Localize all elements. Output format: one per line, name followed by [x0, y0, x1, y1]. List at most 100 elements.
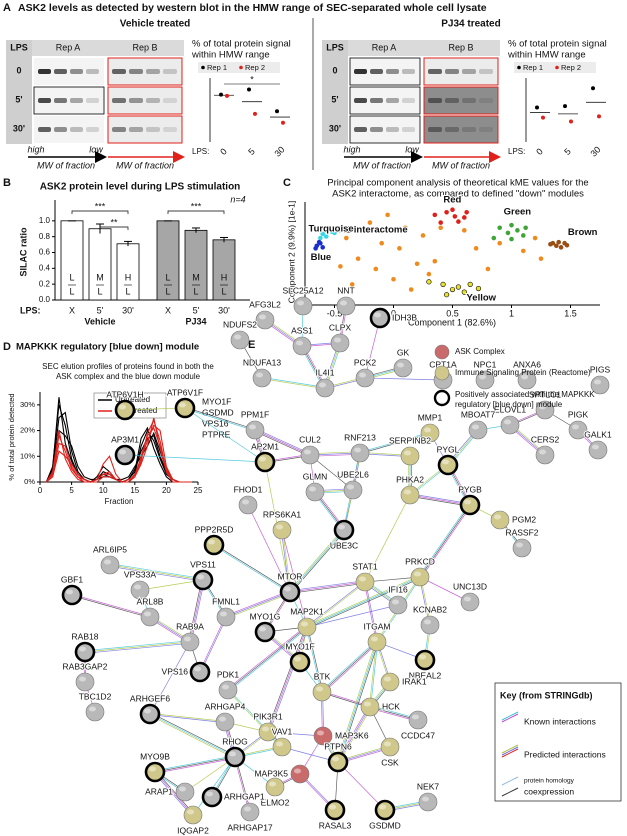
- node-shine: [572, 424, 579, 430]
- x-tick-label: 0: [534, 146, 545, 157]
- significance: ***: [191, 201, 202, 211]
- node: [289, 651, 311, 673]
- node: [189, 661, 211, 683]
- x-axis-label: LPS:: [192, 147, 209, 156]
- node-shine: [301, 621, 308, 627]
- point: [509, 236, 514, 242]
- panel-letter: C: [283, 177, 291, 189]
- x-tick-label: 30: [588, 144, 602, 158]
- band: [370, 127, 383, 132]
- point: [440, 281, 446, 288]
- node-shine: [119, 449, 126, 455]
- node-label: SLC25A12: [282, 285, 323, 295]
- significance: ***: [95, 201, 106, 211]
- point: [564, 242, 570, 248]
- node-shine: [371, 636, 378, 642]
- x-tick-label: 5: [562, 146, 573, 157]
- node: [414, 649, 436, 671]
- node-shine: [594, 379, 601, 385]
- edge: [307, 577, 421, 629]
- edge: [307, 626, 323, 692]
- edge: [360, 433, 431, 454]
- node: [265, 777, 285, 797]
- node-label: IL4I1: [316, 367, 335, 377]
- node-shine: [354, 447, 361, 453]
- edge: [254, 430, 310, 457]
- point: [473, 246, 479, 251]
- node-shine: [397, 362, 404, 368]
- x-tick-label: 5': [193, 305, 200, 315]
- band: [86, 127, 99, 132]
- node-shine: [89, 706, 96, 712]
- node: [180, 632, 200, 652]
- x-tick-label: X: [165, 305, 171, 315]
- x-tick-label: 20: [162, 486, 171, 495]
- edge: [228, 689, 269, 732]
- node-label: ELMO2: [261, 797, 290, 807]
- node: [380, 737, 400, 757]
- node-label: ARHGAP4: [205, 701, 246, 711]
- ratio-label: L: [221, 286, 226, 296]
- edge: [225, 591, 291, 618]
- band: [70, 98, 83, 103]
- node-label: AP3M1: [111, 434, 139, 444]
- band: [112, 127, 126, 132]
- node-shine: [494, 514, 501, 520]
- ratio-label: M: [96, 272, 104, 282]
- point: [253, 111, 257, 116]
- timepoint-label: 0: [332, 65, 337, 75]
- protein-label: PTPRE: [202, 429, 231, 439]
- y-axis-label: SILAC ratio: [18, 227, 28, 277]
- node-label: RPS6KA1: [263, 509, 302, 519]
- y-tick-label: 0.8: [39, 232, 51, 241]
- band: [354, 69, 367, 74]
- node: [437, 454, 459, 476]
- chart-title: MAPKKK regulatory [blue down] module: [16, 342, 199, 353]
- band: [70, 69, 83, 74]
- band: [38, 98, 51, 103]
- edge: [289, 580, 365, 592]
- node-label: STAT1: [352, 561, 377, 571]
- edge: [189, 579, 204, 643]
- node: [252, 368, 272, 388]
- point: [449, 286, 456, 293]
- node: [100, 555, 120, 575]
- x-tick-label: 5: [69, 486, 74, 495]
- band: [112, 69, 126, 74]
- node: [215, 712, 235, 732]
- node-label: RAB9A: [176, 621, 204, 631]
- node-label: MAP2K1: [290, 606, 324, 616]
- node-shine: [206, 791, 213, 797]
- mw-label: MW of fraction: [37, 160, 95, 170]
- y-tick-label: 0.4: [39, 263, 51, 272]
- node-shine: [256, 372, 263, 378]
- rep-label: Rep B: [132, 42, 157, 52]
- point: [456, 219, 461, 224]
- ratio-label: H: [221, 272, 228, 282]
- band: [445, 127, 459, 132]
- point: [485, 266, 491, 272]
- node-shine: [472, 424, 479, 430]
- point: [497, 225, 503, 231]
- edge: [359, 432, 430, 453]
- edge: [268, 627, 309, 733]
- n-label: n=4: [230, 194, 245, 204]
- lps-column: [6, 40, 32, 144]
- chart-title: within HMW range: [191, 50, 270, 61]
- edge: [266, 626, 307, 732]
- node-label: MAP3K6: [335, 730, 369, 740]
- node-shine: [464, 596, 471, 602]
- node: [183, 805, 203, 825]
- edge: [364, 377, 444, 381]
- node-shine: [220, 611, 227, 617]
- node-shine: [404, 489, 411, 495]
- legend-label: Positively associated with the MAPKKK: [455, 390, 595, 399]
- band: [386, 127, 399, 132]
- node: [85, 702, 105, 722]
- band: [386, 98, 399, 103]
- x-axis-label: LPS:: [508, 147, 525, 156]
- node-label: KCNAB2: [413, 604, 447, 614]
- point: [349, 282, 355, 287]
- node: [240, 802, 260, 822]
- significance: *: [250, 74, 254, 84]
